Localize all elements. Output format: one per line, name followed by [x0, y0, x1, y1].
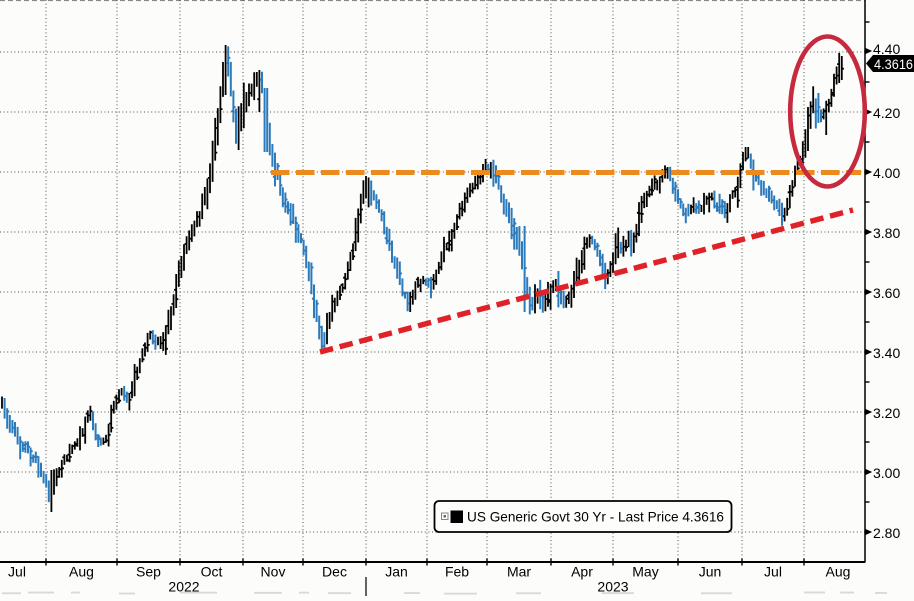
svg-text:2023: 2023 [597, 579, 628, 595]
svg-text:4.3616: 4.3616 [874, 56, 913, 72]
svg-text:US Generic Govt 30 Yr - Last P: US Generic Govt 30 Yr - Last Price 4.361… [467, 509, 724, 525]
svg-text:3.00: 3.00 [873, 465, 900, 481]
svg-text:May: May [632, 564, 658, 580]
svg-text:3.60: 3.60 [873, 285, 900, 301]
svg-text:4.20: 4.20 [873, 105, 900, 121]
svg-text:Sep: Sep [136, 564, 161, 580]
svg-text:Feb: Feb [445, 564, 469, 580]
svg-text:Mar: Mar [507, 564, 531, 580]
svg-text:2.80: 2.80 [873, 525, 900, 541]
svg-text:3.20: 3.20 [873, 405, 900, 421]
svg-text:Jan: Jan [385, 564, 408, 580]
svg-text:2022: 2022 [168, 579, 199, 595]
svg-text:Dec: Dec [322, 564, 347, 580]
svg-text:Jun: Jun [699, 564, 722, 580]
svg-text:Nov: Nov [261, 564, 286, 580]
svg-text:Aug: Aug [826, 564, 851, 580]
svg-text:4.00: 4.00 [873, 165, 900, 181]
svg-text:Jul: Jul [764, 564, 782, 580]
svg-text:Jul: Jul [8, 564, 26, 580]
svg-text:3.40: 3.40 [873, 345, 900, 361]
svg-text:4.40: 4.40 [873, 41, 900, 57]
svg-text:Apr: Apr [571, 564, 593, 580]
svg-text:3.80: 3.80 [873, 225, 900, 241]
svg-text:Aug: Aug [69, 564, 94, 580]
svg-text:Oct: Oct [201, 564, 223, 580]
